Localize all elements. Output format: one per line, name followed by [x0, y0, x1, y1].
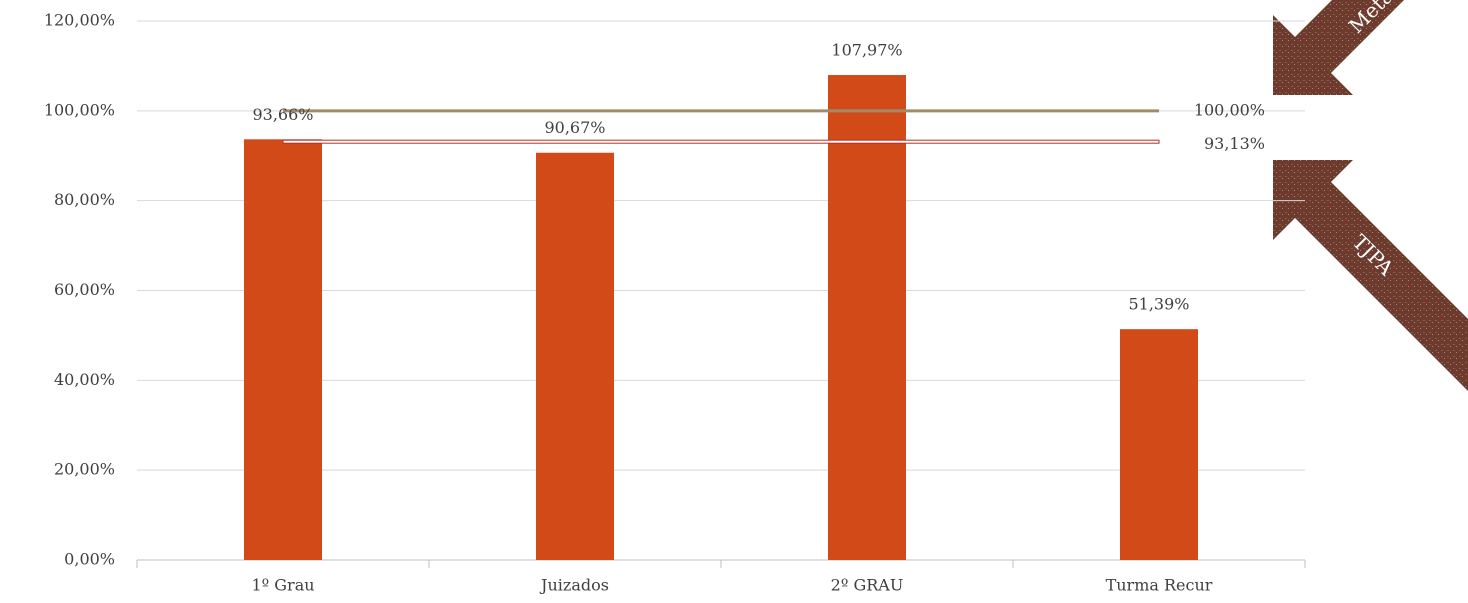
y-tick-label: 0,00% — [64, 550, 115, 569]
y-tick-label: 80,00% — [54, 190, 115, 209]
data-label: 90,67% — [544, 118, 605, 137]
x-tick-label: 1º Grau — [251, 576, 314, 595]
reference-label: 93,13% — [1204, 134, 1265, 153]
y-tick-label: 40,00% — [54, 370, 115, 389]
data-label: 107,97% — [831, 41, 902, 60]
bar — [1120, 329, 1198, 560]
bar — [828, 75, 906, 560]
tjpa-arrow: TJPA — [1273, 160, 1468, 391]
reference-label: 100,00% — [1194, 100, 1265, 119]
y-tick-label: 60,00% — [54, 280, 115, 299]
y-tick-label: 100,00% — [44, 100, 115, 119]
data-label: 51,39% — [1128, 295, 1189, 314]
x-tick-label: Juizados — [539, 576, 609, 595]
x-tick-label: Turma Recur — [1106, 576, 1213, 595]
meta-arrow: Meta — [1273, 0, 1404, 95]
x-tick-label: 2º GRAU — [831, 576, 904, 595]
y-tick-label: 120,00% — [44, 11, 115, 30]
bar — [244, 139, 322, 561]
y-tick-label: 20,00% — [54, 460, 115, 479]
data-label: 93,66% — [252, 105, 313, 124]
reference-line — [282, 139, 1160, 144]
bar — [536, 152, 614, 560]
